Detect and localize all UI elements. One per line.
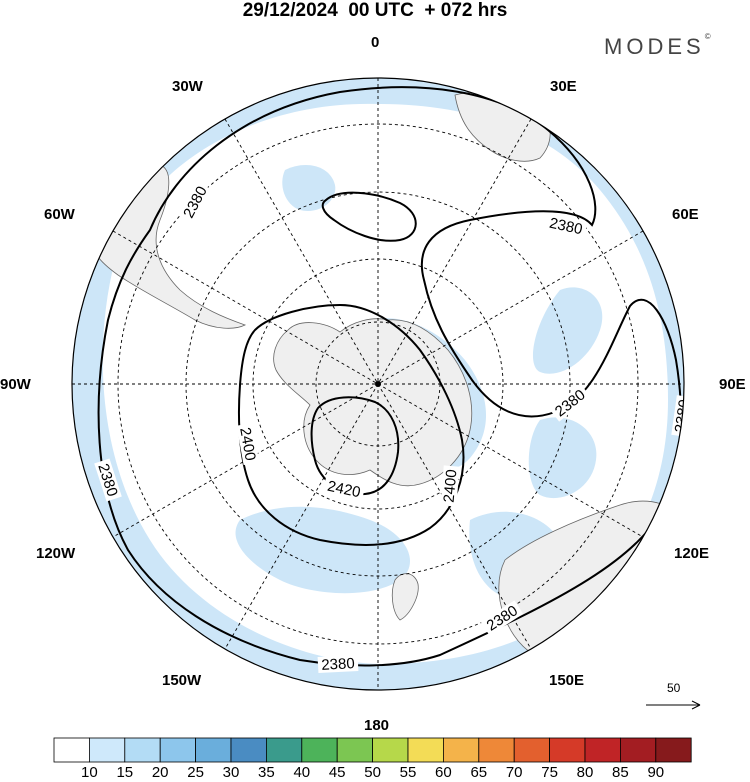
colorbar-label: 60: [435, 764, 452, 781]
pole-marker: [375, 381, 381, 387]
colorbar-swatch: [124, 737, 161, 763]
contour-labels: 2380 2380 2380 2380 2380 2380 2380 2400 …: [94, 181, 684, 674]
colorbar-label: 40: [293, 764, 311, 781]
colorbar-label: 30: [222, 764, 240, 781]
contour-2380-outer: [97, 86, 683, 667]
colorbar-label: 90: [647, 764, 665, 781]
colorbar-swatch: [620, 737, 657, 763]
colorbar-label: 75: [541, 764, 558, 781]
map-title: 29/12/2024 00 UTC + 072 hrs: [242, 0, 508, 21]
contour-label: 2400: [441, 469, 461, 504]
colorbar-swatch: [478, 737, 515, 763]
map-boundary: [71, 77, 685, 691]
colorbar-swatch: [159, 737, 196, 763]
lon-label-180: 180: [364, 717, 390, 734]
lon-label-0: 0: [371, 34, 380, 51]
colorbar-label: 15: [116, 764, 134, 781]
colorbar-label: 65: [470, 764, 488, 781]
colorbar-swatch: [89, 737, 126, 763]
lon-label-60w: 60W: [44, 206, 75, 223]
colorbar-label: 55: [399, 764, 417, 781]
contour-label: 2400: [236, 426, 259, 462]
colorbar-swatch: [584, 737, 621, 763]
colorbar-label: 45: [328, 764, 346, 781]
lon-label-150e: 150E: [549, 672, 585, 689]
contour-2380-small-loop: [321, 191, 417, 242]
colorbar: [53, 737, 692, 763]
contour-label: 2380: [321, 655, 355, 674]
colorbar-label: 20: [151, 764, 169, 781]
wind-shading-patch: [532, 287, 603, 374]
colorbar-swatch: [513, 737, 551, 763]
colorbar-swatch: [372, 737, 409, 763]
colorbar-label: 35: [258, 764, 275, 781]
contour-label: 2380: [548, 215, 584, 239]
colorbar-swatch: [265, 737, 303, 763]
contour-label: 2420: [326, 478, 362, 502]
colorbar-swatch: [549, 737, 586, 763]
lon-label-120e: 120E: [674, 545, 710, 562]
reference-vector-arrow: [646, 700, 701, 710]
colorbar-swatch: [195, 737, 232, 763]
colorbar-label: 50: [364, 764, 381, 781]
lon-label-30e: 30E: [550, 78, 577, 95]
colorbar-swatch: [655, 737, 692, 763]
wind-shading-patch: [282, 165, 336, 211]
reference-vector-value: 50: [667, 681, 681, 695]
brand-name: MODES: [604, 34, 705, 59]
colorbar-swatch: [230, 737, 267, 763]
lon-label-120w: 120W: [36, 545, 76, 562]
wind-shading-patch: [235, 506, 410, 594]
lon-label-30w: 30W: [172, 78, 203, 95]
colorbar-label: 80: [576, 764, 594, 781]
colorbar-swatch: [53, 737, 90, 763]
lon-label-90e: 90E: [719, 376, 746, 393]
colorbar-label: 10: [81, 764, 98, 781]
colorbar-swatch: [336, 737, 374, 763]
colorbar-label: 25: [187, 764, 204, 781]
copyright-mark: ©: [704, 32, 711, 41]
brand-logo: MODES©: [604, 32, 711, 60]
lon-label-150w: 150W: [162, 672, 202, 689]
colorbar-label: 85: [612, 764, 629, 781]
contour-2420: [310, 396, 400, 496]
lon-label-60e: 60E: [672, 206, 699, 223]
colorbar-swatch: [407, 737, 444, 763]
colorbar-swatch: [442, 737, 480, 763]
colorbar-label: 70: [505, 764, 523, 781]
colorbar-swatch: [301, 737, 338, 763]
lon-label-90w: 90W: [0, 376, 31, 393]
